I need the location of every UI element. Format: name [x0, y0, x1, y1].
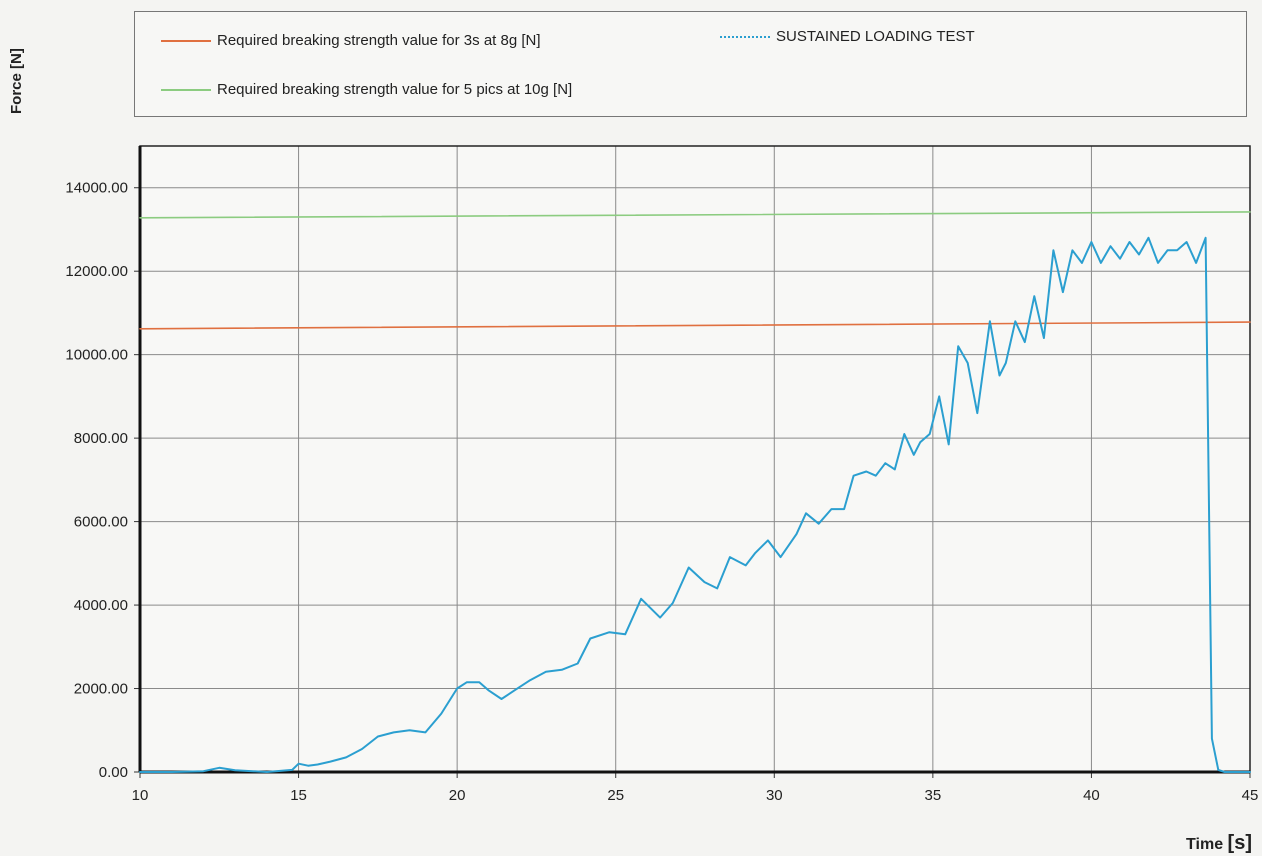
x-axis-title: Time [s]	[1186, 832, 1252, 855]
y-tick-label-3: 6000.00	[74, 514, 128, 531]
x-axis-title-text: Time	[1186, 836, 1224, 853]
x-tick-label-6: 40	[1083, 787, 1100, 804]
x-tick-label-2: 20	[449, 787, 466, 804]
series-line-2	[139, 236, 1251, 773]
legend-item-3s-8g: Required breaking strength value for 3s …	[161, 32, 541, 49]
series-line-0	[139, 321, 1251, 330]
series-line-1	[139, 211, 1251, 219]
x-tick-label-3: 25	[607, 787, 624, 804]
y-tick-label-1: 2000.00	[74, 681, 128, 698]
y-tick-label-5: 10000.00	[65, 347, 128, 364]
y-tick-label-0: 0.00	[99, 764, 128, 781]
y-tick-label-4: 8000.00	[74, 430, 128, 447]
legend-swatch-sustained	[720, 35, 770, 38]
legend-label-5pics-10g: Required breaking strength value for 5 p…	[217, 81, 573, 98]
x-tick-label-1: 15	[290, 787, 307, 804]
y-tick-label-2: 4000.00	[74, 597, 128, 614]
legend-label-sustained: SUSTAINED LOADING TEST	[776, 28, 975, 45]
legend-swatch-5pics-10g	[161, 88, 211, 91]
x-tick-label-4: 30	[766, 787, 783, 804]
x-axis-unit: [s]	[1227, 832, 1252, 854]
plot-background	[140, 146, 1250, 772]
y-tick-label-6: 12000.00	[65, 263, 128, 280]
x-tick-label-7: 45	[1242, 787, 1259, 804]
legend-item-5pics-10g: Required breaking strength value for 5 p…	[161, 81, 572, 98]
legend-item-sustained: SUSTAINED LOADING TEST	[720, 28, 975, 45]
legend-swatch-3s-8g	[161, 39, 211, 42]
y-tick-label-7: 14000.00	[65, 180, 128, 197]
x-tick-label-0: 10	[132, 787, 149, 804]
chart-legend: Required breaking strength value for 3s …	[134, 11, 1247, 117]
x-tick-label-5: 35	[925, 787, 942, 804]
legend-label-3s-8g: Required breaking strength value for 3s …	[217, 32, 541, 49]
